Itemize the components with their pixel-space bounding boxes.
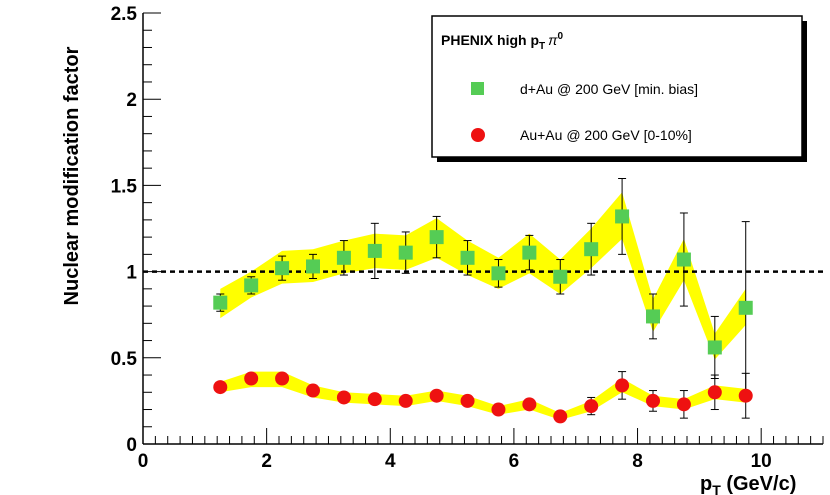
uncertainty-bands [220,192,746,420]
legend: PHENIX high pT π0 d+Au @ 200 GeV [min. bi… [431,15,807,162]
y-tick-label: 2 [126,90,137,111]
marker-s1-2 [275,371,290,386]
legend-title: PHENIX high pT π0 [441,31,564,52]
marker-s0-15 [676,252,691,267]
marker-s1-4 [336,390,351,405]
legend-marker-auau [471,128,485,142]
marker-s1-16 [707,385,722,400]
marker-s1-11 [553,409,568,424]
marker-s1-13 [615,378,630,393]
marker-s1-12 [584,399,599,414]
x-axis-title: pT (GeV/c) [700,473,796,495]
x-tick-label: 2 [261,451,272,472]
marker-s0-6 [398,245,413,260]
x-axis-title-sub: T [712,482,721,495]
data-markers [213,209,753,424]
marker-s1-14 [646,393,660,408]
marker-s1-0 [213,380,228,395]
marker-s0-11 [553,269,568,284]
marker-s0-17 [738,300,753,315]
marker-s1-8 [460,393,475,408]
legend-label-dau: d+Au @ 200 GeV [min. bias] [520,81,698,97]
axes: 0 0.5 1 1.5 2 2.5 0 2 4 6 8 10 [111,4,824,472]
legend-marker-dau [471,82,484,95]
marker-s0-0 [213,295,228,310]
y-axis-title: Nuclear modification factor [61,46,83,305]
legend-box [431,15,803,158]
legend-title-main: PHENIX high p [441,32,539,48]
legend-title-sub: T [539,41,545,52]
legend-title-sup: 0 [558,31,564,42]
marker-s1-1 [244,371,259,386]
marker-s1-9 [491,402,506,417]
marker-s0-3 [306,259,320,274]
x-tick-label: 6 [509,451,520,472]
legend-label-auau: Au+Au @ 200 GeV [0-10%] [520,127,692,143]
marker-s1-7 [429,388,444,403]
marker-s0-7 [429,230,444,245]
legend-title-pi: π [548,32,558,48]
x-tick-label: 10 [751,451,772,472]
marker-s0-10 [522,245,537,260]
marker-s0-2 [275,261,290,276]
x-axis-title-unit: (GeV/c) [721,473,797,495]
y-tick-label: 0 [126,435,137,456]
marker-s0-13 [615,209,630,224]
x-tick-label: 4 [385,451,396,472]
marker-s1-5 [367,392,382,407]
band-series-1 [220,371,746,420]
marker-s0-5 [367,243,382,258]
marker-s1-17 [738,388,753,403]
x-axis-title-main: p [700,473,712,495]
y-tick-label: 0.5 [111,349,138,370]
marker-s0-1 [244,278,259,293]
marker-s1-3 [306,383,320,398]
marker-s0-14 [646,309,660,324]
marker-s1-6 [398,393,413,408]
marker-s0-12 [584,242,599,257]
y-tick-label: 1 [126,263,137,284]
marker-s0-4 [336,250,351,265]
y-tick-label: 1.5 [111,176,138,197]
marker-s0-8 [460,250,475,265]
band-series-0 [220,192,746,360]
marker-s1-10 [522,397,537,412]
x-tick-label: 8 [632,451,643,472]
x-tick-label: 0 [138,451,149,472]
y-tick-label: 2.5 [111,4,138,25]
marker-s0-9 [491,266,506,281]
marker-s0-16 [707,340,722,355]
marker-s1-15 [676,397,691,412]
